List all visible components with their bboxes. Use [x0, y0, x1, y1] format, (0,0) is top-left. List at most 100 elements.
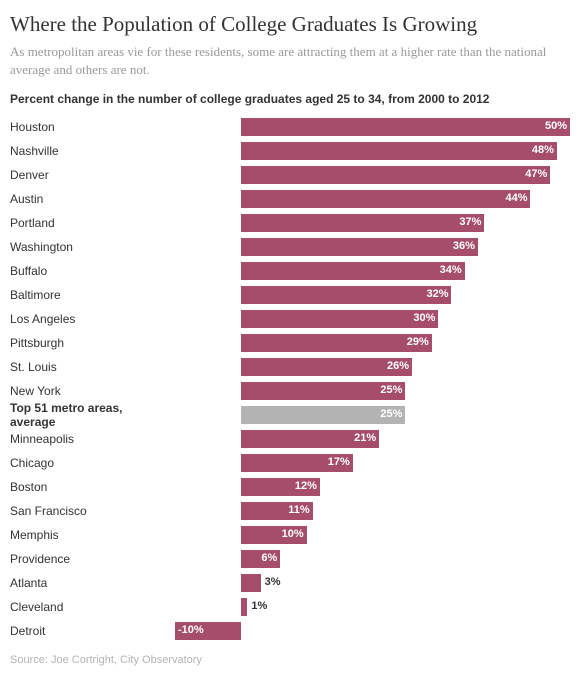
- row-label: Baltimore: [10, 288, 175, 302]
- row-label: Chicago: [10, 456, 175, 470]
- row-label: Pittsburgh: [10, 336, 175, 350]
- row-label: Boston: [10, 480, 175, 494]
- table-row: Memphis10%: [10, 524, 570, 546]
- value-label: 32%: [427, 288, 449, 300]
- table-row: Cleveland 1%: [10, 596, 570, 618]
- bar-area: 25%: [175, 382, 570, 400]
- row-label: Memphis: [10, 528, 175, 542]
- table-row: Baltimore 32%: [10, 284, 570, 306]
- bar: [241, 166, 550, 184]
- bar: [241, 190, 531, 208]
- table-row: New York 25%: [10, 380, 570, 402]
- row-label: Cleveland: [10, 600, 175, 614]
- row-label: Top 51 metro areas, average: [10, 401, 175, 429]
- value-label: 47%: [525, 168, 547, 180]
- bar-area: 3%: [175, 574, 570, 592]
- bar: [241, 238, 478, 256]
- table-row: Detroit-10%: [10, 620, 570, 642]
- bar: [241, 574, 261, 592]
- bar-area: 30%: [175, 310, 570, 328]
- bar-area: 11%: [175, 502, 570, 520]
- bar: [241, 598, 248, 616]
- row-label: Minneapolis: [10, 432, 175, 446]
- table-row: Houston 50%: [10, 116, 570, 138]
- bar: [241, 334, 432, 352]
- bar-area: 6%: [175, 550, 570, 568]
- table-row: Atlanta 3%: [10, 572, 570, 594]
- table-row: Washington36%: [10, 236, 570, 258]
- row-label: Denver: [10, 168, 175, 182]
- bar-area: -10%: [175, 622, 570, 640]
- source-line: Source: Joe Cortright, City Observatory: [10, 654, 570, 666]
- row-label: Austin: [10, 192, 175, 206]
- table-row: Pittsburgh 29%: [10, 332, 570, 354]
- value-label: 44%: [506, 192, 528, 204]
- value-label: 37%: [459, 216, 481, 228]
- row-label: New York: [10, 384, 175, 398]
- table-row: Los Angeles 30%: [10, 308, 570, 330]
- bar: [241, 310, 439, 328]
- row-label: Atlanta: [10, 576, 175, 590]
- table-row: San Francisco 11%: [10, 500, 570, 522]
- value-label: 1%: [251, 600, 267, 612]
- bar-area: 48%: [175, 142, 570, 160]
- bar-area: 21%: [175, 430, 570, 448]
- table-row: Nashville 48%: [10, 140, 570, 162]
- bar-area: 17%: [175, 454, 570, 472]
- value-label: 50%: [545, 120, 567, 132]
- value-label: 25%: [380, 408, 402, 420]
- bar-area: 44%: [175, 190, 570, 208]
- value-label: 34%: [440, 264, 462, 276]
- value-label: 25%: [380, 384, 402, 396]
- table-row: Boston 12%: [10, 476, 570, 498]
- value-label: 29%: [407, 336, 429, 348]
- value-label: 36%: [453, 240, 475, 252]
- value-label: 3%: [265, 576, 281, 588]
- bar-chart: Houston 50% Nashville 48% Denver 47% Austin 44%…: [10, 116, 570, 642]
- table-row: Buffalo 34%: [10, 260, 570, 282]
- bar-area: 50%: [175, 118, 570, 136]
- bar: [241, 142, 557, 160]
- row-label: Buffalo: [10, 264, 175, 278]
- bar: [241, 214, 485, 232]
- chart-axis-label: Percent change in the number of college …: [10, 92, 570, 106]
- row-label: Los Angeles: [10, 312, 175, 326]
- table-row: Top 51 metro areas, average 25%: [10, 404, 570, 426]
- bar: [241, 262, 465, 280]
- value-label: -10%: [178, 624, 204, 636]
- table-row: Chicago17%: [10, 452, 570, 474]
- chart-title: Where the Population of College Graduate…: [10, 12, 570, 37]
- row-label: Nashville: [10, 144, 175, 158]
- value-label: 11%: [288, 504, 309, 516]
- bar-area: 10%: [175, 526, 570, 544]
- bar-area: 12%: [175, 478, 570, 496]
- row-label: St. Louis: [10, 360, 175, 374]
- bar-area: 47%: [175, 166, 570, 184]
- bar-area: 26%: [175, 358, 570, 376]
- value-label: 26%: [387, 360, 409, 372]
- row-label: San Francisco: [10, 504, 175, 518]
- bar: [241, 286, 452, 304]
- bar-area: 25%: [175, 406, 570, 424]
- bar-area: 32%: [175, 286, 570, 304]
- table-row: St. Louis 26%: [10, 356, 570, 378]
- table-row: Portland 37%: [10, 212, 570, 234]
- value-label: 21%: [354, 432, 376, 444]
- value-label: 12%: [295, 480, 317, 492]
- value-label: 48%: [532, 144, 554, 156]
- value-label: 30%: [413, 312, 435, 324]
- bar-area: 37%: [175, 214, 570, 232]
- row-label: Portland: [10, 216, 175, 230]
- table-row: Austin 44%: [10, 188, 570, 210]
- chart-subtitle: As metropolitan areas vie for these resi…: [10, 43, 570, 78]
- bar-area: 1%: [175, 598, 570, 616]
- table-row: Providence 6%: [10, 548, 570, 570]
- value-label: 6%: [261, 552, 277, 564]
- bar-area: 29%: [175, 334, 570, 352]
- table-row: Denver 47%: [10, 164, 570, 186]
- row-label: Providence: [10, 552, 175, 566]
- row-label: Houston: [10, 120, 175, 134]
- table-row: Minneapolis 21%: [10, 428, 570, 450]
- bar-area: 34%: [175, 262, 570, 280]
- bar-area: 36%: [175, 238, 570, 256]
